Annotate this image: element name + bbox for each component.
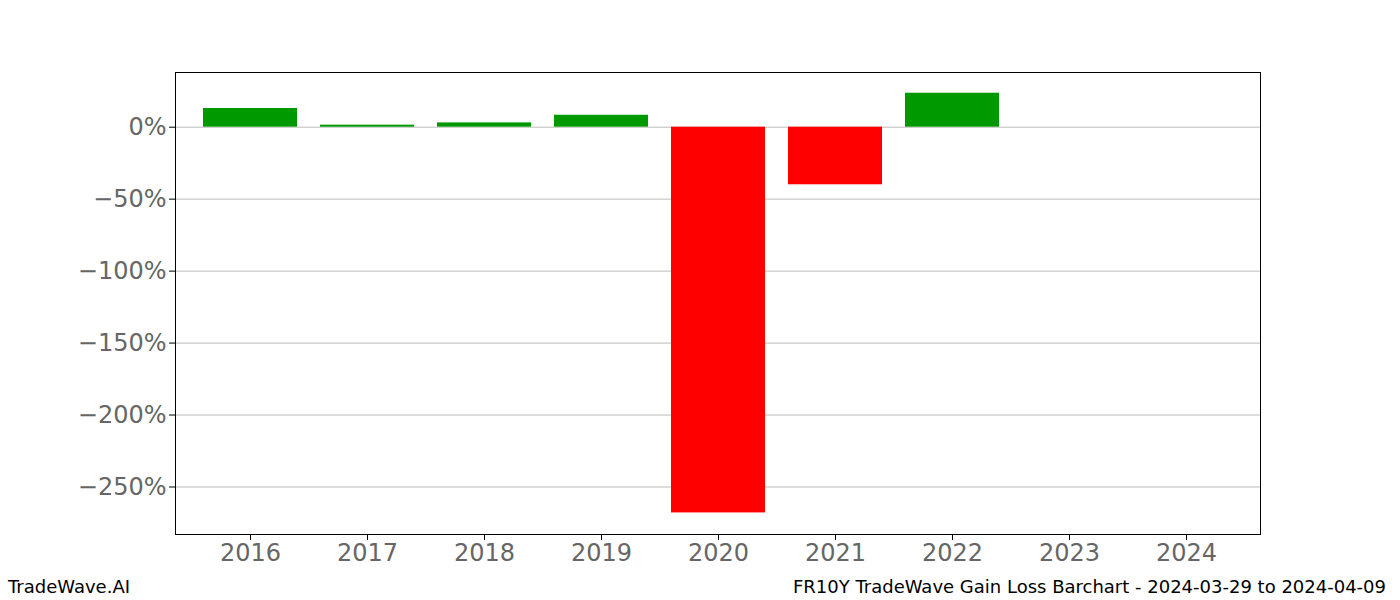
svg-text:2019: 2019 xyxy=(571,539,632,567)
html-text:TradeWave.AI: TradeWave.AI xyxy=(8,576,130,597)
svg-text:2016: 2016 xyxy=(220,539,281,567)
svg-text:−50%: −50% xyxy=(93,185,166,213)
svg-text:2021: 2021 xyxy=(805,539,866,567)
svg-text:2024: 2024 xyxy=(1156,539,1217,567)
svg-text:−250%: −250% xyxy=(78,473,167,501)
svg-text:2017: 2017 xyxy=(337,539,398,567)
svg-text:2020: 2020 xyxy=(688,539,749,567)
svg-text:2022: 2022 xyxy=(922,539,983,567)
svg-text:−150%: −150% xyxy=(78,329,167,357)
svg-text:−200%: −200% xyxy=(78,401,167,429)
svg-text:2018: 2018 xyxy=(454,539,515,567)
svg-text:0%: 0% xyxy=(128,113,166,141)
svg-text:2023: 2023 xyxy=(1039,539,1100,567)
html-text:FR10Y TradeWave Gain Loss Barc: FR10Y TradeWave Gain Loss Barchart - 202… xyxy=(793,576,1386,597)
svg-text:−100%: −100% xyxy=(78,257,167,285)
